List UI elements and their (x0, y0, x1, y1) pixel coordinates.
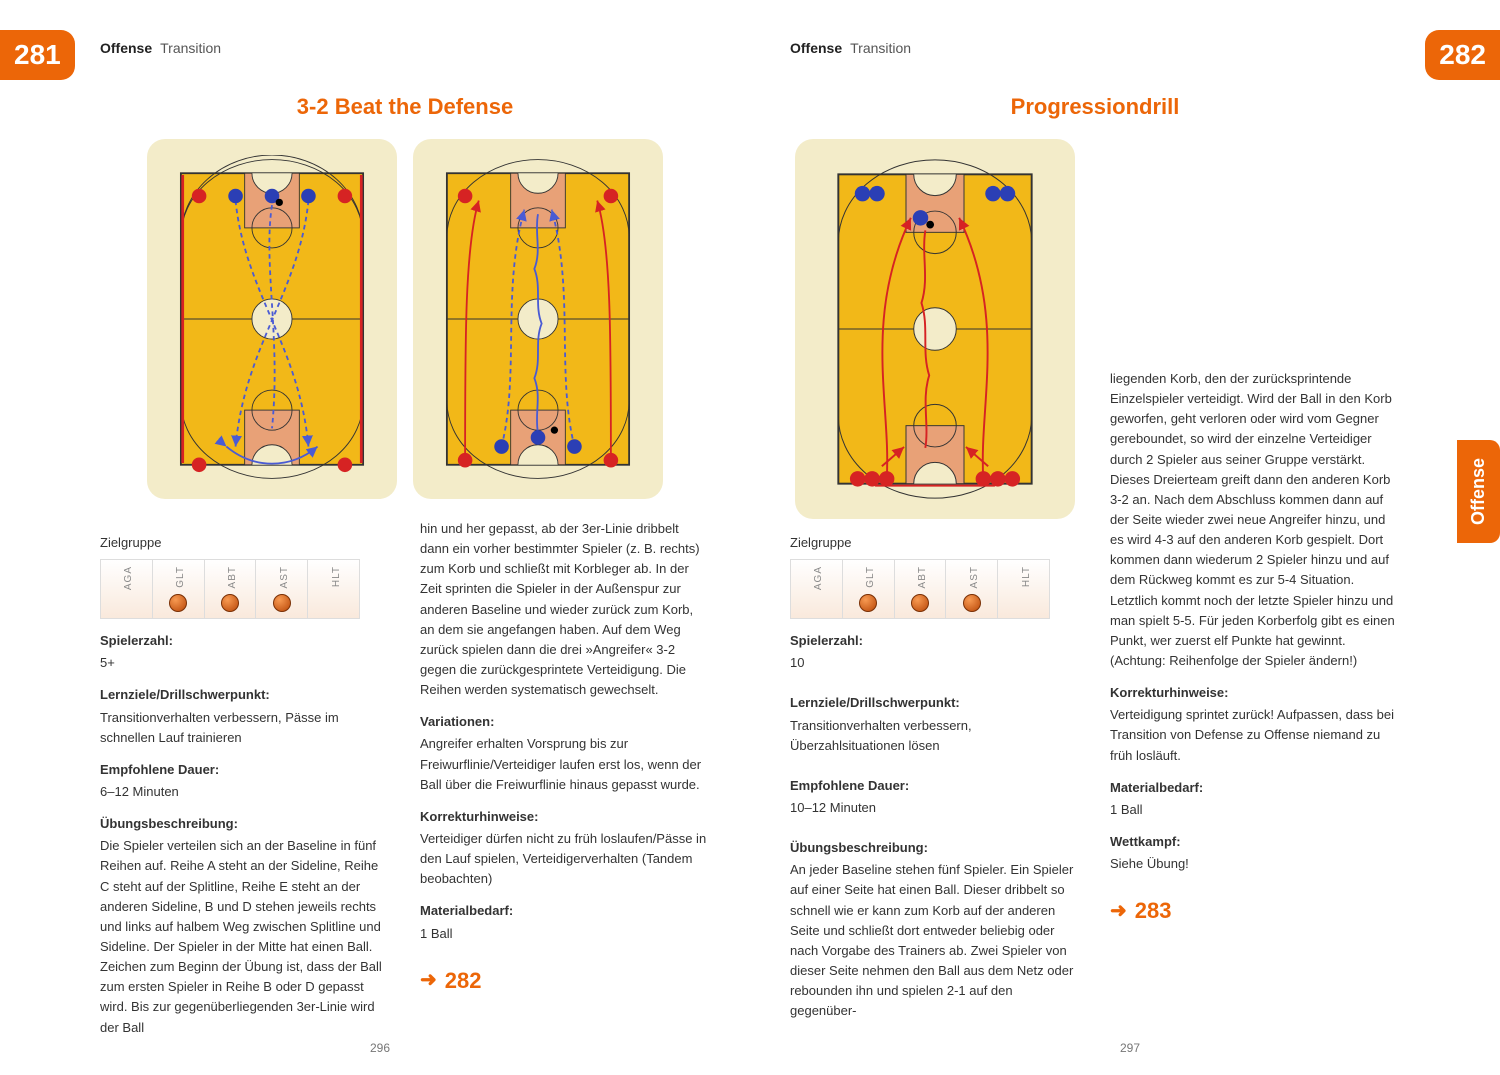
dauer-text: 6–12 Minuten (100, 782, 390, 802)
lernziele-label: Lernziele/Drillschwerpunkt: (790, 693, 1080, 713)
next-page-link[interactable]: ➜ 282 (420, 964, 710, 998)
material-text: 1 Ball (1110, 800, 1400, 820)
folio: 297 (1120, 1039, 1140, 1057)
korrektur-label: Korrekturhinweise: (1110, 683, 1400, 703)
page-281: 281 OffenseTransition 3-2 Beat the Defen… (0, 0, 750, 1075)
running-head: OffenseTransition (100, 38, 221, 59)
court-diagram (795, 139, 1075, 519)
korrektur-text: Verteidigung sprintet zurück! Aufpassen,… (1110, 705, 1400, 765)
beschreibung-cont: liegenden Korb, den der zurücksprintende… (1110, 369, 1400, 671)
beschreibung-cont: hin und her gepasst, ab der 3er-Linie dr… (420, 519, 710, 700)
basketball-icon (963, 594, 981, 612)
court-diagrams (100, 139, 710, 499)
zielgruppe-cell: HLT (308, 560, 359, 618)
text-columns: Zielgruppe AGAGLTABTASTHLT Spielerzahl: … (100, 519, 710, 1046)
spielerzahl-value: 5+ (100, 653, 390, 673)
dauer-label: Empfohlene Dauer: (790, 776, 1080, 796)
column-1: Zielgruppe AGAGLTABTASTHLT Spielerzahl: … (790, 139, 1080, 1029)
zielgruppe-cell: AST (256, 560, 308, 618)
material-text: 1 Ball (420, 924, 710, 944)
drill-title: 3-2 Beat the Defense (100, 90, 710, 123)
variationen-label: Variationen: (420, 712, 710, 732)
court-svg (429, 155, 647, 483)
arrow-right-icon: ➜ (420, 965, 437, 996)
beschreibung-label: Übungsbeschreibung: (100, 814, 390, 834)
zielgruppe-label: Zielgruppe (790, 533, 1080, 553)
wettkampf-label: Wettkampf: (1110, 832, 1400, 852)
zielgruppe-cell: AGA (791, 560, 843, 618)
zielgruppe-cell: HLT (998, 560, 1049, 618)
arrow-right-icon: ➜ (1110, 896, 1127, 927)
beschreibung-text: An jeder Baseline stehen fünf Spieler. E… (790, 860, 1080, 1021)
korrektur-text: Verteidiger dürfen nicht zu früh loslauf… (420, 829, 710, 889)
basketball-icon (911, 594, 929, 612)
zielgruppe-cell: AST (946, 560, 998, 618)
zielgruppe-cell: ABT (895, 560, 947, 618)
zielgruppe-table: AGAGLTABTASTHLT (100, 559, 360, 619)
lernziele-text: Transitionverhalten verbessern, Überzahl… (790, 716, 1080, 756)
dauer-label: Empfohlene Dauer: (100, 760, 390, 780)
material-label: Materialbedarf: (1110, 778, 1400, 798)
court-svg (811, 155, 1059, 503)
column-2: hin und her gepasst, ab der 3er-Linie dr… (420, 519, 710, 1046)
folio: 296 (370, 1039, 390, 1057)
next-page-number: 282 (445, 964, 482, 998)
spielerzahl-label: Spielerzahl: (790, 631, 1080, 651)
zielgruppe-label: Zielgruppe (100, 533, 390, 553)
dauer-text: 10–12 Minuten (790, 798, 1080, 818)
variationen-text: Angreifer erhalten Vorsprung bis zur Fre… (420, 734, 710, 794)
basketball-icon (221, 594, 239, 612)
court-diagram-1 (147, 139, 397, 499)
running-head: OffenseTransition (790, 38, 911, 59)
court-svg (163, 155, 381, 483)
content-columns: Zielgruppe AGAGLTABTASTHLT Spielerzahl: … (790, 139, 1400, 1029)
wettkampf-text: Siehe Übung! (1110, 854, 1400, 874)
page-number-tab: 281 (0, 30, 75, 80)
section-side-tab: Offense (1457, 440, 1500, 543)
next-page-link[interactable]: ➜ 283 (1110, 894, 1400, 928)
beschreibung-label: Übungsbeschreibung: (790, 838, 1080, 858)
zielgruppe-cell: GLT (843, 560, 895, 618)
column-2: liegenden Korb, den der zurücksprintende… (1110, 139, 1400, 1029)
lernziele-text: Transitionverhalten verbessern, Pässe im… (100, 708, 390, 748)
basketball-icon (169, 594, 187, 612)
zielgruppe-cell: ABT (205, 560, 257, 618)
korrektur-label: Korrekturhinweise: (420, 807, 710, 827)
drill-title: Progressiondrill (790, 90, 1400, 123)
material-label: Materialbedarf: (420, 901, 710, 921)
court-diagram-2 (413, 139, 663, 499)
basketball-icon (273, 594, 291, 612)
basketball-icon (859, 594, 877, 612)
lernziele-label: Lernziele/Drillschwerpunkt: (100, 685, 390, 705)
page-number-tab: 282 (1425, 30, 1500, 80)
beschreibung-text: Die Spieler verteilen sich an der Baseli… (100, 836, 390, 1037)
zielgruppe-table: AGAGLTABTASTHLT (790, 559, 1050, 619)
zielgruppe-cell: GLT (153, 560, 205, 618)
column-1: Zielgruppe AGAGLTABTASTHLT Spielerzahl: … (100, 519, 390, 1046)
spielerzahl-value: 10 (790, 653, 1080, 673)
zielgruppe-cell: AGA (101, 560, 153, 618)
next-page-number: 283 (1135, 894, 1172, 928)
page-282: 282 OffenseTransition Offense Progressio… (750, 0, 1500, 1075)
spielerzahl-label: Spielerzahl: (100, 631, 390, 651)
